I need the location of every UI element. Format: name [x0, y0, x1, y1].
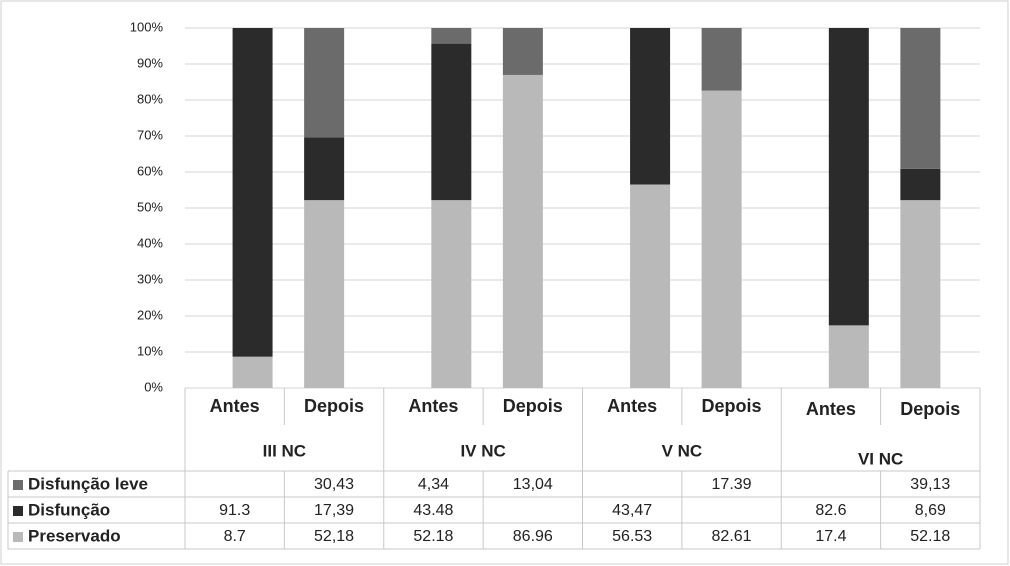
bar-segment	[304, 28, 345, 138]
legend-swatch	[13, 532, 23, 542]
bar-segment	[630, 184, 671, 388]
legend-swatch	[13, 480, 23, 490]
table-value: 8,69	[915, 502, 946, 519]
bar-segment	[431, 200, 472, 388]
bar-segment	[304, 137, 345, 201]
table-value: 52.18	[910, 528, 950, 545]
y-tick-label: 90%	[137, 55, 163, 70]
bar-segment	[304, 200, 345, 388]
y-tick-label: 100%	[130, 19, 164, 34]
y-tick-label: 0%	[144, 379, 163, 394]
y-tick-label: 30%	[137, 271, 163, 286]
group-label: IV NC	[460, 441, 505, 460]
bar-segment	[502, 74, 543, 388]
legend-label: Disfunção	[28, 500, 110, 519]
group-label: VI NC	[858, 449, 903, 468]
x-tick-label: Depois	[702, 396, 762, 416]
bar-segment	[431, 28, 472, 44]
table-value: 4,34	[418, 476, 449, 493]
x-tick-label: Depois	[503, 396, 563, 416]
table-value: 56.53	[612, 528, 652, 545]
bar-segment	[828, 28, 869, 326]
y-tick-label: 20%	[137, 307, 163, 322]
x-tick-label: Depois	[900, 399, 960, 419]
bar-segment	[502, 28, 543, 75]
bar-segment	[232, 28, 273, 357]
x-tick-label: Antes	[210, 396, 260, 416]
x-tick-label: Antes	[607, 396, 657, 416]
table-value: 91.3	[219, 502, 250, 519]
y-tick-label: 60%	[137, 163, 163, 178]
table-value: 30,43	[314, 476, 354, 493]
y-tick-label: 10%	[137, 343, 163, 358]
table-value: 13,04	[513, 476, 553, 493]
bar-segment	[431, 43, 472, 201]
table-value: 52,18	[314, 528, 354, 545]
table-value: 8.7	[224, 528, 246, 545]
group-label: III NC	[263, 441, 306, 460]
bar-segment	[701, 28, 742, 91]
x-tick-label: Antes	[806, 399, 856, 419]
bar-segment	[630, 28, 671, 185]
table-value: 17.4	[815, 528, 846, 545]
legend-label: Preservado	[28, 526, 121, 545]
table-value: 39,13	[910, 476, 950, 493]
y-tick-label: 70%	[137, 127, 163, 142]
y-tick-label: 50%	[137, 199, 163, 214]
table-value: 82.61	[712, 528, 752, 545]
y-tick-label: 40%	[137, 235, 163, 250]
bar-segment	[900, 28, 941, 169]
y-tick-label: 80%	[137, 91, 163, 106]
bar-segment	[701, 90, 742, 388]
table-value: 52.18	[413, 528, 453, 545]
x-tick-label: Depois	[304, 396, 364, 416]
legend-swatch	[13, 506, 23, 516]
bar-segment	[900, 168, 941, 201]
table-value: 43,47	[612, 502, 652, 519]
table-value: 82.6	[815, 502, 846, 519]
table-value: 86.96	[513, 528, 553, 545]
bar-segment	[900, 200, 941, 388]
table-value: 17,39	[314, 502, 354, 519]
table-value: 43.48	[413, 502, 453, 519]
group-label: V NC	[662, 441, 703, 460]
table-value: 17.39	[712, 476, 752, 493]
x-tick-label: Antes	[408, 396, 458, 416]
bar-segment	[232, 356, 273, 388]
legend-label: Disfunção leve	[28, 474, 148, 493]
bar-segment	[828, 325, 869, 388]
